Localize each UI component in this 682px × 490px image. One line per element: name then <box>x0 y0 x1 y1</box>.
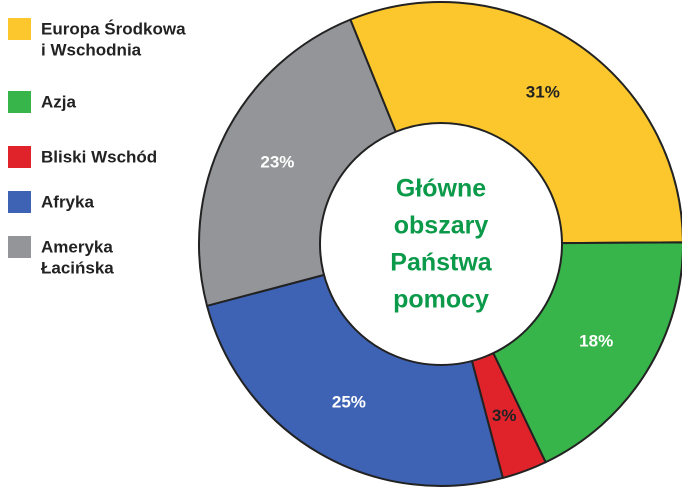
legend-item-azja: Azja <box>8 91 77 113</box>
chart-title-line: obszary <box>394 212 489 240</box>
value-labels: 31% 18% 3% 25% 23% <box>260 82 613 425</box>
chart-legend: Europa Środkowa i Wschodnia Azja Bliski Wsc… <box>8 18 186 278</box>
legend-swatch-afryka <box>8 191 31 213</box>
value-label-bliski-wschod: 3% <box>492 406 517 425</box>
legend-label-bliski-wschod: Bliski Wschód <box>41 148 157 167</box>
legend-label-europa-srodkowa-i-wschodnia: i Wschodnia <box>41 41 142 60</box>
value-label-afryka: 25% <box>332 393 366 412</box>
value-label-europa-srodkowa-i-wschodnia: 31% <box>526 82 560 101</box>
legend-item-afryka: Afryka <box>8 191 94 213</box>
legend-label-azja: Azja <box>41 93 77 112</box>
value-label-azja: 18% <box>579 332 613 351</box>
chart-title-line: pomocy <box>393 286 489 314</box>
legend-item-europa-srodkowa-i-wschodnia: Europa Środkowa i Wschodnia <box>8 18 186 60</box>
chart-title-line: Główne <box>396 175 486 203</box>
legend-label-ameryka-lacinska: Ameryka <box>41 238 113 257</box>
legend-item-bliski-wschod: Bliski Wschód <box>8 146 157 168</box>
chart-title-line: Państwa <box>390 249 493 277</box>
legend-label-europa-srodkowa-i-wschodnia: Europa Środkowa <box>41 20 186 39</box>
legend-label-ameryka-lacinska: Łacińska <box>41 259 114 278</box>
value-label-ameryka-lacinska: 23% <box>260 153 294 172</box>
legend-swatch-bliski-wschod <box>8 146 31 168</box>
legend-swatch-azja <box>8 91 31 113</box>
legend-label-afryka: Afryka <box>41 193 94 212</box>
legend-swatch-ameryka-lacinska <box>8 236 31 258</box>
legend-item-ameryka-lacinska: Ameryka Łacińska <box>8 236 114 278</box>
legend-swatch-europa-srodkowa-i-wschodnia <box>8 18 31 40</box>
donut-hole <box>319 122 563 366</box>
chart-title: Główne obszary Państwa pomocy <box>390 175 493 314</box>
